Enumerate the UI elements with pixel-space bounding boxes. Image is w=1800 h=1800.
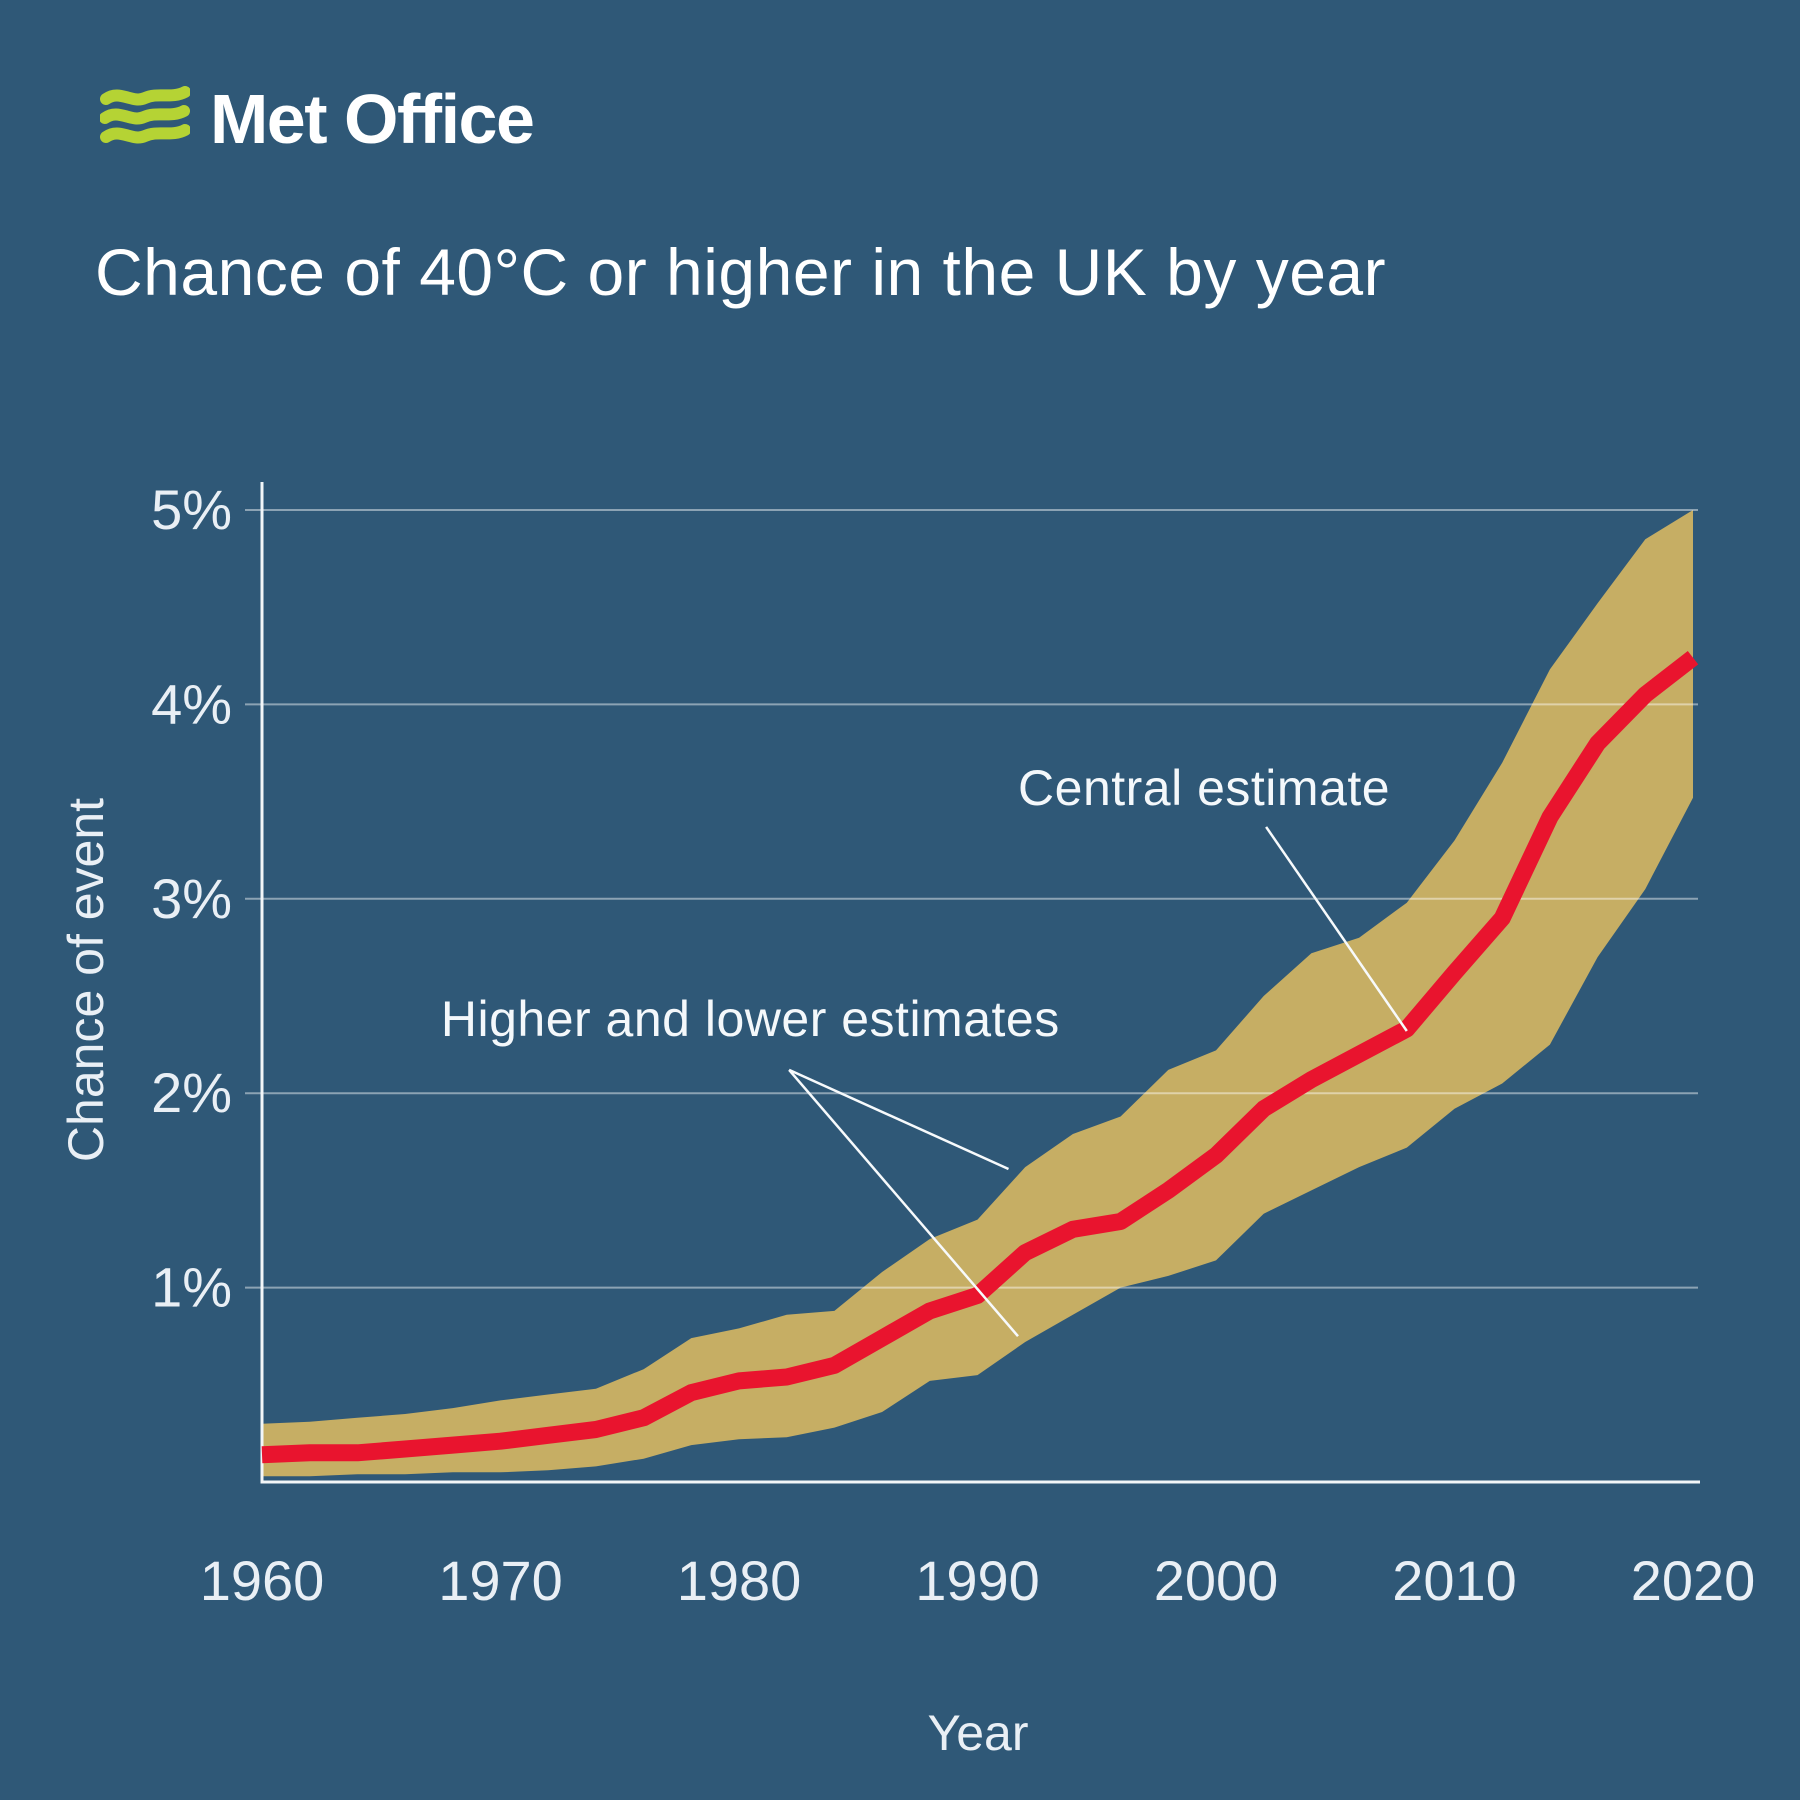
- x-axis-title: Year: [927, 1705, 1029, 1761]
- leader-line-layer: [788, 826, 1408, 1338]
- leader-line-range-1: [788, 1069, 1019, 1338]
- x-tick-label-1990: 1990: [915, 1549, 1040, 1612]
- y-tick-label-3%: 3%: [151, 867, 232, 930]
- y-tick-label-5%: 5%: [151, 478, 232, 541]
- x-tick-label-2010: 2010: [1392, 1549, 1517, 1612]
- logo-waves: [100, 86, 190, 144]
- brand-name: Met Office: [210, 80, 535, 158]
- page-title: Chance of 40°C or higher in the UK by ye…: [95, 235, 1387, 309]
- central-line-layer: [261, 650, 1699, 1464]
- x-tick-label-2020: 2020: [1631, 1549, 1756, 1612]
- tick-label-layer: 1% 2% 3% 4% 5% 1960 1970 1980 1990 2000 2010 2020: [151, 478, 1755, 1612]
- y-axis-title: Chance of event: [58, 797, 114, 1163]
- y-tick-label-2%: 2%: [151, 1061, 232, 1124]
- x-tick-label-1960: 1960: [200, 1549, 325, 1612]
- met-office-logo-icon: [100, 86, 190, 144]
- leader-line-central-0: [1265, 826, 1408, 1032]
- x-tick-label-1980: 1980: [677, 1549, 802, 1612]
- band-layer: [262, 510, 1693, 1477]
- central-estimate-line: [261, 650, 1699, 1464]
- annotation-central-estimate: Central estimate: [1018, 759, 1391, 816]
- uncertainty-band: [262, 510, 1693, 1477]
- y-tick-label-4%: 4%: [151, 672, 232, 735]
- axis-layer: [260, 482, 1700, 1484]
- met-office-brand: Met Office: [100, 80, 535, 158]
- x-tick-label-1970: 1970: [438, 1549, 563, 1612]
- annotation-higher-lower-estimates: Higher and lower estimates: [440, 991, 1060, 1048]
- leader-line-range-0: [788, 1068, 1010, 1171]
- y-tick-label-1%: 1%: [151, 1256, 232, 1319]
- axes: [260, 482, 1700, 1484]
- x-tick-label-2000: 2000: [1154, 1549, 1279, 1612]
- gridline-layer: [245, 509, 1698, 1289]
